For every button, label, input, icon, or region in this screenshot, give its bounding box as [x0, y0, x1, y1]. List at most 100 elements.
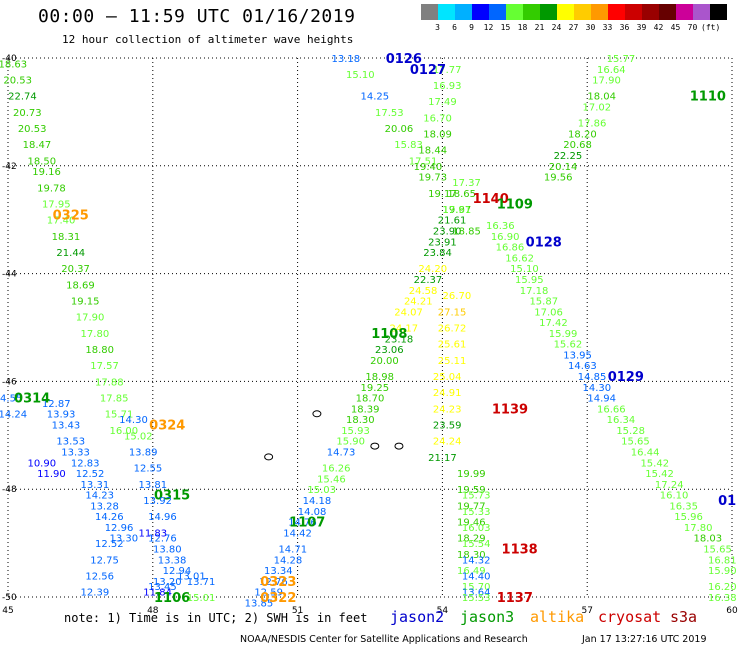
- swh-value: 13.43: [52, 421, 81, 432]
- swh-value: 16.34: [607, 415, 636, 426]
- colorbar-label: 18: [517, 23, 528, 32]
- pass-label: 0314: [14, 392, 50, 407]
- swh-value: 26.72: [438, 324, 467, 335]
- swh-value: 15.96: [674, 512, 703, 523]
- swh-value: 17.57: [90, 361, 119, 372]
- colorbar-swatch: [625, 4, 642, 20]
- swh-value: 12.96: [105, 523, 134, 534]
- swh-value: 14.24: [0, 410, 27, 421]
- swh-value: 17.80: [81, 329, 110, 340]
- swh-value: 13.01: [177, 571, 206, 582]
- legend-jason3: jason3: [460, 608, 515, 626]
- swh-value: 19.97: [443, 205, 472, 216]
- swh-value: 14.55: [0, 394, 22, 405]
- swh-value: 15.01: [187, 593, 216, 604]
- swh-value: 13.80: [153, 544, 182, 555]
- pass-label: 1110: [690, 90, 726, 105]
- swh-value: 15.73: [462, 491, 491, 502]
- swh-value: 12.55: [134, 464, 163, 475]
- pass-label: 01: [718, 494, 736, 509]
- swh-value: 18.47: [23, 140, 52, 151]
- swh-value: 24.21: [404, 297, 433, 308]
- swh-value: 17.18: [520, 286, 549, 297]
- swh-value: 19.40: [414, 162, 443, 173]
- swh-value: 17.86: [578, 119, 607, 130]
- swh-value: 13.53: [56, 437, 85, 448]
- swh-value: 15.54: [462, 539, 491, 550]
- swh-value: 14.32: [462, 555, 491, 566]
- swh-value: 18.30: [457, 550, 486, 561]
- swh-value: 15.62: [554, 340, 583, 351]
- swh-value: 20.14: [549, 162, 578, 173]
- swh-value: 13.93: [47, 410, 76, 421]
- swh-value: 13.20: [153, 577, 182, 588]
- swh-value: 15.95: [515, 275, 544, 286]
- island-outline: [370, 442, 380, 450]
- swh-value: 16.35: [669, 501, 698, 512]
- swh-value: 14.30: [583, 383, 612, 394]
- swh-value: 15.65: [621, 437, 650, 448]
- swh-value: 17.90: [76, 313, 105, 324]
- colorbar-swatch: [591, 4, 608, 20]
- swh-value: 24.91: [433, 388, 462, 399]
- swh-value: 21.61: [438, 216, 467, 227]
- swh-value: 17.02: [583, 103, 612, 114]
- swh-value: 12.87: [42, 399, 71, 410]
- legend-altika: altika: [530, 608, 585, 626]
- swh-value: 23.18: [385, 334, 414, 345]
- swh-value: 18.98: [365, 372, 394, 383]
- swh-value: 16.44: [631, 447, 660, 458]
- swh-value: 14.85: [578, 372, 607, 383]
- swh-value: 17.06: [534, 307, 563, 318]
- swh-value: 17.95: [42, 200, 71, 211]
- swh-value: 14.28: [274, 555, 303, 566]
- swh-value: 20.06: [385, 124, 414, 135]
- swh-value: 25.61: [438, 340, 467, 351]
- colorbar-swatch: [642, 4, 659, 20]
- swh-value: 19.73: [418, 173, 447, 184]
- colorbar-label: 42: [653, 23, 664, 32]
- y-tick-label: -48: [2, 485, 17, 495]
- swh-value: 18.85: [452, 226, 481, 237]
- swh-value: 10.90: [27, 458, 56, 469]
- swh-value: 15.53: [462, 593, 491, 604]
- swh-value: 17.49: [428, 97, 457, 108]
- colorbar-label: 9: [469, 23, 474, 32]
- swh-value: 18.20: [568, 129, 597, 140]
- colorbar-label: 27: [568, 23, 579, 32]
- x-tick-label: 60: [726, 606, 738, 616]
- swh-value: 13.31: [81, 480, 110, 491]
- swh-value: 18.65: [447, 189, 476, 200]
- colorbar-swatch: [557, 4, 574, 20]
- swh-value: 11.84: [143, 588, 172, 599]
- swh-value: 18.44: [418, 146, 447, 157]
- swh-value: 15.10: [510, 264, 539, 275]
- legend-s3a: s3a: [670, 608, 698, 626]
- swh-value: 22.37: [414, 275, 443, 286]
- swh-value: 16.64: [597, 65, 626, 76]
- colorbar-swatch: [693, 4, 710, 20]
- x-tick-label: 48: [147, 606, 159, 616]
- swh-value: 24.23: [433, 404, 462, 415]
- pass-label: 1140: [473, 192, 509, 207]
- swh-value: 16.10: [660, 491, 689, 502]
- colorbar-swatch: [574, 4, 591, 20]
- swh-value: 14.76: [288, 518, 317, 529]
- swh-value: 18.30: [346, 415, 375, 426]
- swh-value: 17.80: [684, 523, 713, 534]
- pass-label: 0127: [410, 63, 446, 78]
- swh-value: 14.73: [327, 447, 356, 458]
- swh-value: 16.20: [708, 582, 737, 593]
- colorbar-label: 6: [452, 23, 457, 32]
- swh-value: 19.77: [457, 501, 486, 512]
- swh-value: 16.70: [423, 113, 452, 124]
- colorbar-swatch: [506, 4, 523, 20]
- swh-value: 19.15: [71, 297, 100, 308]
- swh-value: 18.31: [52, 232, 81, 243]
- swh-value: 14.25: [361, 92, 390, 103]
- swh-value: 14.26: [95, 512, 124, 523]
- colorbar-swatch: [710, 4, 727, 20]
- swh-value: 21.17: [428, 453, 457, 464]
- pass-label: 1109: [497, 198, 533, 213]
- swh-value: 23.06: [375, 345, 404, 356]
